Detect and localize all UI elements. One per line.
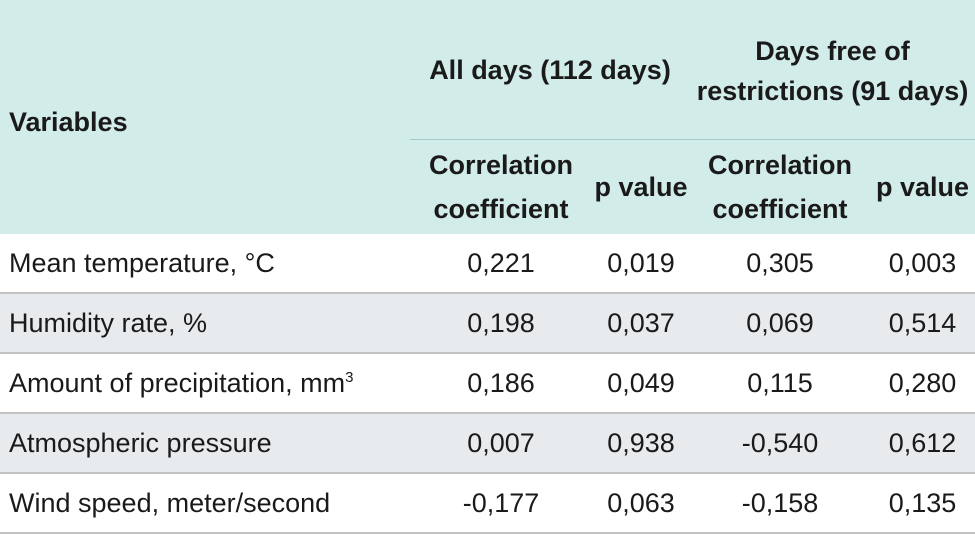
table-row: Wind speed, meter/second -0,177 0,063 -0… (0, 472, 975, 534)
header-all-days: All days (112 days) (410, 0, 691, 140)
cell-free-p-value: 0,135 (870, 472, 975, 534)
cell-all-p-value: 0,037 (592, 292, 691, 353)
header-variables: Variables (0, 0, 410, 234)
cell-all-correlation: 0,221 (467, 247, 535, 278)
cell-free-correlation: -0,540 (690, 412, 871, 473)
table-body: Mean temperature, °C 0,221 0,019 0,305 0… (0, 234, 975, 534)
header-free-correlation-coefficient: Correlation coefficient (690, 139, 871, 234)
cell-all-correlation: 0,007 (410, 412, 592, 473)
cell-all-p-value: 0,938 (592, 412, 691, 473)
row-variable-label: Humidity rate, % (0, 292, 410, 353)
row-variable-label: Amount of precipitation, mm3 (0, 352, 410, 413)
table-row: Mean temperature, °C 0,221 0,019 0,305 0… (0, 234, 975, 293)
cell-free-correlation: 0,305 (746, 247, 814, 278)
cell-all-correlation: 0,186 (410, 352, 592, 413)
table-row: Atmospheric pressure 0,007 0,938 -0,540 … (0, 412, 975, 473)
table-row: Humidity rate, % 0,198 0,037 0,069 0,514 (0, 292, 975, 353)
header-all-p-value: p value (592, 139, 691, 234)
cell-free-p-value: 0,280 (870, 352, 975, 413)
table-row: Amount of precipitation, mm3 0,186 0,049… (0, 352, 975, 413)
header-all-correlation-coefficient: Correlation coefficient (410, 139, 592, 234)
cell-free-p-value: 0,514 (870, 292, 975, 353)
row-variable-label: Wind speed, meter/second (0, 472, 410, 534)
cell-free-correlation: 0,069 (690, 292, 871, 353)
row-variable-label: Mean temperature, °C (9, 247, 275, 278)
cell-free-correlation: 0,115 (690, 352, 871, 413)
header-days-free-of-restrictions: Days free of restrictions (91 days) (690, 0, 975, 140)
cell-all-correlation: -0,177 (410, 472, 592, 534)
cell-all-correlation: 0,198 (410, 292, 592, 353)
cell-free-p-value: 0,612 (870, 412, 975, 473)
unit-superscript: 3 (345, 368, 354, 386)
cell-free-p-value: 0,003 (888, 247, 957, 278)
cell-free-correlation: -0,158 (690, 472, 871, 534)
header-free-p-value: p value (870, 139, 975, 234)
cell-all-p-value: 0,019 (607, 247, 675, 278)
cell-all-p-value: 0,049 (592, 352, 691, 413)
table-header: Variables All days (112 days) Days free … (0, 0, 975, 234)
cell-all-p-value: 0,063 (592, 472, 691, 534)
row-variable-label: Atmospheric pressure (0, 412, 410, 473)
